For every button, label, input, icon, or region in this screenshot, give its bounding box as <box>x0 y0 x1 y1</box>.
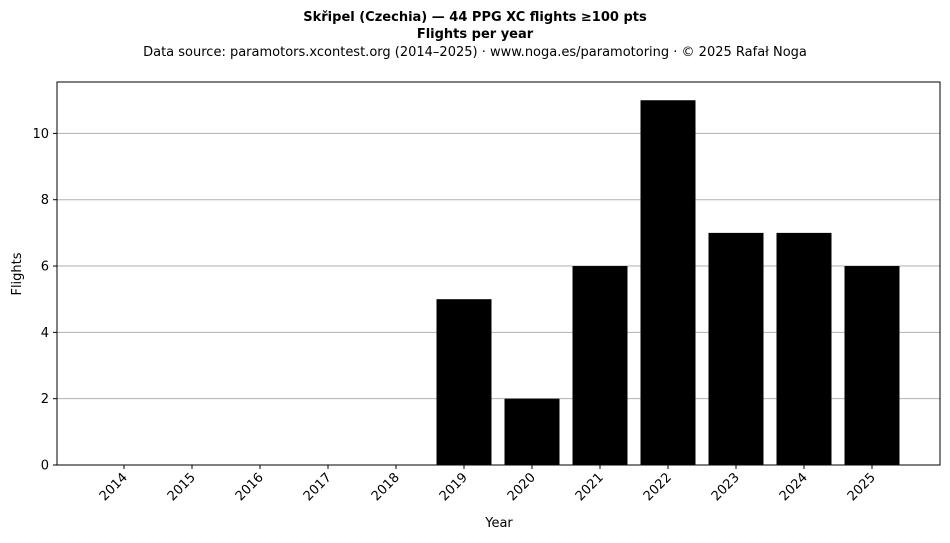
x-axis-label: Year <box>484 516 513 531</box>
x-tick-label: 2015 <box>165 470 199 504</box>
y-axis-label: Flights <box>10 252 25 295</box>
plot-frame <box>56 81 941 466</box>
x-tick-label: 2022 <box>641 470 675 504</box>
x-tick-label: 2016 <box>233 470 267 504</box>
x-tick-label: 2023 <box>709 470 743 504</box>
x-tick-label: 2014 <box>97 470 131 504</box>
x-tick-label: 2019 <box>437 470 471 504</box>
y-tick-label: 10 <box>32 127 49 142</box>
chart-subtitle: Flights per year <box>417 27 534 42</box>
y-tick-label: 0 <box>41 459 49 474</box>
bar <box>572 266 628 465</box>
y-tick-label: 8 <box>41 193 49 208</box>
bar <box>504 398 560 465</box>
bar <box>776 232 832 465</box>
chart-title: Skřipel (Czechia) — 44 PPG XC flights ≥1… <box>303 10 647 25</box>
x-tick-label: 2025 <box>845 470 879 504</box>
source-note: Data source: paramotors.xcontest.org (20… <box>143 45 807 60</box>
bar <box>844 266 900 465</box>
bars-layer <box>436 100 900 465</box>
y-tick-label: 4 <box>41 326 49 341</box>
x-tick-label: 2024 <box>777 470 811 504</box>
bar <box>640 100 696 465</box>
bar <box>708 232 764 465</box>
y-tick-label: 6 <box>41 260 49 275</box>
x-tick-label: 2018 <box>369 470 403 504</box>
x-tick-label: 2017 <box>301 470 335 504</box>
bar <box>436 299 492 465</box>
x-tick-label: 2020 <box>505 470 539 504</box>
y-tick-label: 2 <box>41 392 49 407</box>
x-tick-label: 2021 <box>573 470 607 504</box>
